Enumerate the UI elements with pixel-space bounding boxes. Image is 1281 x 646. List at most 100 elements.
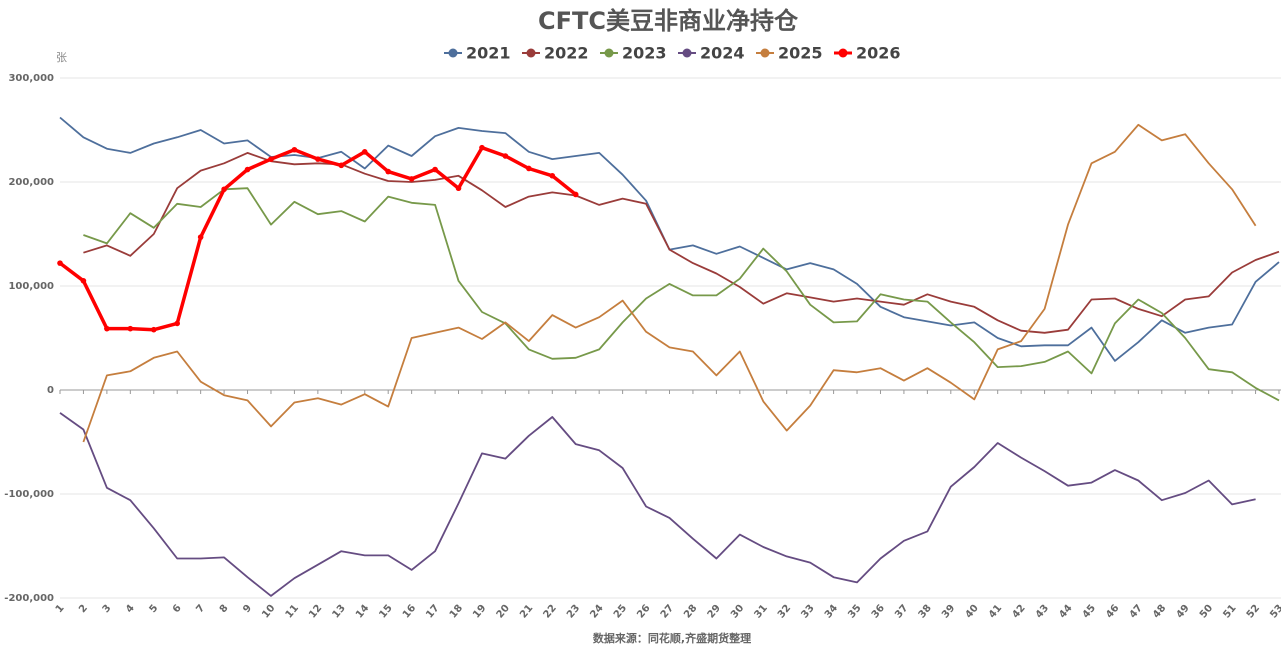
x-tick-label: 35 bbox=[846, 603, 863, 621]
x-tick-label: 52 bbox=[1245, 603, 1262, 621]
x-tick-label: 36 bbox=[870, 603, 887, 621]
x-tick-label: 26 bbox=[635, 603, 652, 621]
x-tick-label: 50 bbox=[1198, 603, 1215, 621]
series-line bbox=[82, 123, 1257, 443]
x-tick-label: 16 bbox=[401, 603, 418, 621]
x-tick-label: 30 bbox=[729, 603, 746, 621]
y-tick-label: -100,000 bbox=[4, 489, 54, 500]
series-point bbox=[455, 185, 462, 192]
x-tick-label: 22 bbox=[542, 603, 559, 621]
legend-label: 2022 bbox=[544, 44, 589, 63]
x-tick-label: 12 bbox=[307, 603, 324, 621]
legend-marker bbox=[838, 48, 848, 58]
y-tick-label: 0 bbox=[47, 385, 54, 396]
x-tick-label: 51 bbox=[1221, 603, 1238, 621]
x-tick-label: 44 bbox=[1057, 603, 1074, 621]
x-tick-label: 45 bbox=[1081, 603, 1098, 621]
x-tick-label: 43 bbox=[1034, 603, 1051, 621]
x-tick-label: 8 bbox=[218, 603, 231, 615]
x-tick-label: 53 bbox=[1268, 603, 1281, 621]
x-tick-label: 6 bbox=[171, 603, 184, 615]
chart-title: CFTC美豆非商业净持仓 bbox=[538, 7, 799, 35]
series-line bbox=[58, 145, 577, 332]
series-point bbox=[80, 278, 87, 284]
series-point bbox=[244, 166, 251, 173]
series-point bbox=[385, 168, 391, 175]
x-tick-label: 48 bbox=[1151, 603, 1168, 621]
x-tick-label: 34 bbox=[823, 603, 840, 621]
legend-label: 2024 bbox=[700, 44, 745, 63]
legend-marker bbox=[448, 48, 458, 58]
series-point bbox=[361, 149, 368, 155]
x-tick-label: 21 bbox=[518, 603, 535, 621]
x-tick-label: 41 bbox=[987, 603, 1004, 621]
x-tick-label: 18 bbox=[448, 603, 465, 621]
x-tick-label: 25 bbox=[612, 603, 629, 621]
series-point bbox=[315, 156, 321, 162]
y-tick-label: 200,000 bbox=[8, 177, 54, 188]
legend-marker bbox=[760, 48, 770, 58]
series-line bbox=[83, 152, 1280, 334]
series-point bbox=[572, 191, 579, 198]
legend-label: 2021 bbox=[466, 44, 511, 63]
legend-label: 2023 bbox=[622, 44, 667, 63]
series-point bbox=[432, 166, 438, 173]
x-tick-label: 10 bbox=[260, 603, 277, 621]
x-tick-label: 40 bbox=[963, 603, 980, 621]
x-tick-label: 23 bbox=[565, 603, 582, 621]
x-tick-label: 27 bbox=[659, 603, 676, 621]
y-tick-label: 100,000 bbox=[8, 281, 54, 292]
legend-marker bbox=[526, 48, 536, 58]
x-tick-label: 13 bbox=[331, 603, 348, 621]
x-tick-label: 29 bbox=[706, 603, 723, 621]
x-tick-label: 46 bbox=[1104, 603, 1121, 621]
x-tick-label: 14 bbox=[354, 603, 371, 621]
x-tick-label: 1 bbox=[54, 603, 67, 615]
x-tick-label: 5 bbox=[147, 603, 160, 615]
x-tick-label: 3 bbox=[101, 603, 114, 615]
x-tick-label: 32 bbox=[776, 603, 793, 621]
series-point bbox=[502, 153, 509, 159]
x-tick-label: 20 bbox=[495, 603, 512, 621]
series-point bbox=[150, 326, 157, 333]
x-tick-label: 7 bbox=[194, 603, 207, 615]
series-line bbox=[59, 412, 1256, 597]
x-tick-label: 37 bbox=[893, 603, 910, 621]
x-tick-label: 42 bbox=[1010, 603, 1027, 621]
x-tick-label: 33 bbox=[799, 603, 816, 621]
legend-label: 2026 bbox=[856, 44, 901, 63]
x-tick-label: 15 bbox=[377, 603, 394, 621]
series-point bbox=[268, 156, 274, 162]
series-point bbox=[526, 165, 532, 172]
y-tick-label: 300,000 bbox=[8, 73, 54, 84]
x-tick-label: 28 bbox=[682, 603, 699, 621]
y-tick-label: -200,000 bbox=[4, 593, 54, 604]
series-point bbox=[338, 162, 345, 169]
legend-marker bbox=[604, 48, 614, 58]
legend-label: 2025 bbox=[778, 44, 823, 63]
x-tick-label: 38 bbox=[917, 603, 934, 621]
legend-marker bbox=[682, 48, 692, 58]
x-tick-label: 31 bbox=[752, 603, 769, 621]
x-tick-label: 4 bbox=[124, 603, 137, 615]
x-tick-label: 17 bbox=[424, 603, 441, 621]
source-note: 数据来源：同花顺,齐盛期货整理 bbox=[593, 631, 751, 645]
series-point bbox=[291, 146, 298, 153]
series-point bbox=[127, 325, 134, 332]
series-point bbox=[408, 176, 415, 182]
y-axis-label: 张 bbox=[56, 51, 67, 64]
series-point bbox=[197, 234, 204, 240]
x-tick-label: 24 bbox=[588, 603, 605, 621]
x-tick-label: 49 bbox=[1174, 603, 1191, 621]
x-tick-label: 47 bbox=[1128, 603, 1145, 621]
x-tick-label: 19 bbox=[471, 603, 488, 621]
series-line bbox=[83, 187, 1280, 402]
series-point bbox=[174, 320, 181, 327]
x-tick-label: 39 bbox=[940, 603, 957, 621]
x-tick-label: 11 bbox=[284, 603, 301, 621]
series-point bbox=[57, 260, 63, 266]
series-point bbox=[221, 186, 227, 193]
x-tick-label: 9 bbox=[241, 603, 254, 615]
